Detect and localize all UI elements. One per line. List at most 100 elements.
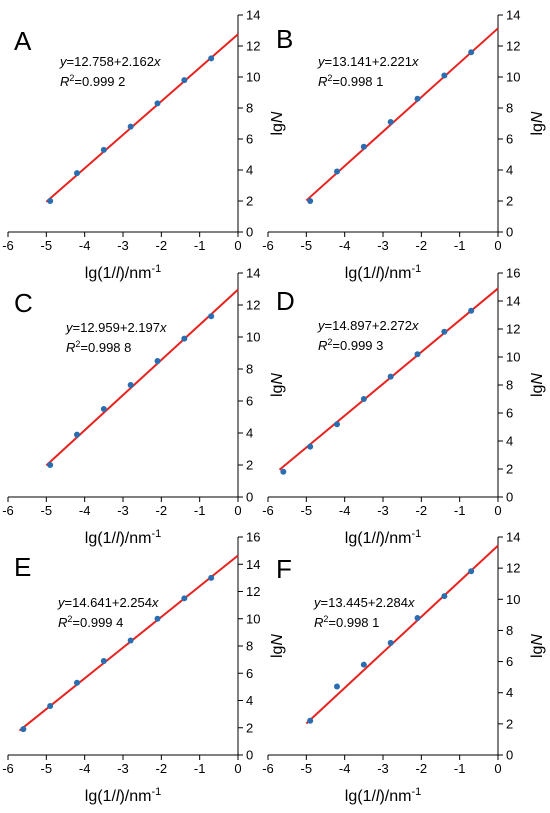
x-tick-label: -6 [2, 761, 14, 776]
y-tick-label: 6 [506, 654, 513, 669]
y-axis-title: lgN [269, 373, 286, 397]
fit-equation: y=12.959+2.197x [65, 320, 167, 335]
r-squared: R2=0.998 8 [66, 339, 131, 355]
y-tick-label: 10 [246, 70, 260, 85]
y-axis-title: lgN [529, 634, 546, 658]
x-axis-title: lg(1/l)/nm-1 [345, 528, 421, 547]
panel-label: B [276, 24, 293, 54]
data-point [387, 118, 394, 125]
fit-equation: y=13.445+2.284x [313, 595, 415, 610]
x-tick-label: -4 [79, 503, 91, 518]
data-point [334, 168, 340, 175]
y-tick-label: 8 [246, 101, 253, 116]
fit-line [278, 287, 499, 471]
y-tick-label: 4 [246, 426, 253, 441]
y-tick-label: 14 [506, 8, 520, 23]
x-tick-label: -2 [416, 238, 428, 253]
data-point [47, 198, 54, 204]
x-tick-label: -3 [377, 761, 389, 776]
x-tick-label: -4 [339, 238, 351, 253]
y-tick-label: 8 [506, 378, 513, 393]
y-tick-label: 12 [506, 39, 520, 54]
y-tick-label: 4 [506, 434, 513, 449]
x-axis-title: lg(1/l)/nm-1 [85, 786, 161, 805]
data-point [414, 95, 421, 102]
fit-equation: y=14.641+2.254x [57, 595, 159, 610]
data-point [20, 726, 27, 733]
y-tick-label: 4 [506, 163, 513, 178]
x-tick-label: -3 [117, 238, 129, 253]
x-tick-label: 0 [234, 761, 241, 776]
data-point [360, 396, 367, 402]
y-tick-label: 0 [506, 748, 513, 763]
y-tick-label: 6 [506, 406, 513, 421]
chart-panel-e: -6 -5 -4 -3 -2 -1 00 2 4 6 8 10 12 14 16 lg(1/l)/nm-1 lg… [2, 530, 286, 806]
y-tick-label: 12 [246, 39, 260, 54]
x-tick-label: -5 [301, 761, 313, 776]
x-tick-label: -4 [79, 238, 91, 253]
data-point [74, 679, 80, 686]
y-tick-label: 0 [506, 490, 513, 505]
y-tick-label: 10 [506, 592, 520, 607]
r-squared: R2=0.999 3 [318, 337, 383, 353]
data-point [468, 307, 475, 314]
x-tick-label: 0 [494, 761, 501, 776]
x-tick-label: -5 [301, 503, 313, 518]
y-tick-label: 2 [506, 462, 513, 477]
y-tick-label: 6 [506, 132, 513, 147]
x-axis-title: lg(1/l)/nm-1 [345, 786, 421, 805]
x-tick-label: -3 [117, 503, 129, 518]
y-tick-label: 14 [506, 530, 520, 545]
y-tick-label: 10 [246, 611, 260, 626]
x-tick-label: -2 [416, 761, 428, 776]
x-axis-title: lg(1/l)/nm-1 [345, 263, 421, 282]
x-tick-label: -6 [262, 761, 274, 776]
x-axis-title: lg(1/l)/nm-1 [85, 263, 161, 282]
data-point [181, 77, 188, 84]
y-tick-label: 10 [506, 350, 520, 365]
data-point [307, 198, 314, 204]
y-tick-label: 0 [246, 748, 253, 763]
chart-panel-a: -6 -5 -4 -3 -2 -1 00 2 4 6 8 10 12 14 lg(1/l)/nm-1 lgN A… [2, 8, 286, 283]
y-tick-label: 8 [246, 362, 253, 377]
data-point [47, 462, 54, 468]
y-tick-label: 2 [246, 194, 253, 209]
fit-equation: y=13.141+2.221x [317, 54, 419, 69]
y-axis-title: lgN [529, 373, 546, 397]
panel-label: A [14, 26, 32, 56]
y-tick-label: 2 [246, 458, 253, 473]
x-tick-label: -3 [117, 761, 129, 776]
y-tick-label: 16 [506, 266, 520, 281]
y-tick-label: 16 [246, 530, 260, 545]
x-tick-label: -1 [194, 503, 206, 518]
panel-label: D [276, 286, 295, 316]
x-tick-label: -1 [194, 238, 206, 253]
y-tick-label: 12 [506, 561, 520, 576]
data-point [208, 574, 215, 581]
data-point [154, 100, 161, 107]
y-tick-label: 2 [506, 194, 513, 209]
fit-equation: y=14.897+2.272x [317, 318, 419, 333]
y-axis-title: lgN [269, 634, 286, 658]
data-point [468, 568, 475, 575]
data-point [334, 683, 340, 690]
x-tick-label: -6 [262, 238, 274, 253]
panel-label: E [14, 552, 31, 582]
y-tick-label: 14 [246, 557, 260, 572]
data-point [307, 717, 314, 724]
chart-panel-f: -6 -5 -4 -3 -2 -1 00 2 4 6 8 10 12 14 lg(1/l)/nm-1 lgN F… [262, 530, 546, 806]
x-tick-label: -1 [454, 238, 466, 253]
y-tick-label: 14 [246, 266, 260, 281]
data-point [100, 657, 107, 664]
data-point [360, 661, 367, 668]
data-point [127, 123, 134, 130]
x-tick-label: -2 [156, 761, 168, 776]
data-point [414, 614, 421, 621]
y-tick-label: 10 [246, 330, 260, 345]
x-axis-title: lg(1/l)/nm-1 [85, 528, 161, 547]
data-point [208, 313, 215, 320]
y-tick-label: 4 [506, 685, 513, 700]
x-tick-label: -4 [339, 761, 351, 776]
panel-label: C [14, 288, 33, 318]
